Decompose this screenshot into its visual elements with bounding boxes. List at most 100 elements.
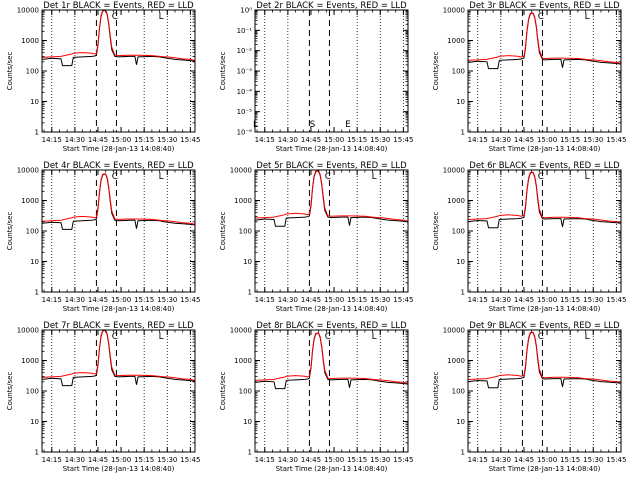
x-tick-label: 15:30: [370, 296, 390, 304]
time-marker-label: L: [372, 332, 377, 342]
time-marker-label: L: [159, 12, 164, 22]
y-tick-label: 1000: [21, 197, 39, 205]
x-tick-label: 14:45: [514, 456, 534, 464]
x-axis-label: Start Time (28-Jan-13 14:08:40): [276, 145, 388, 153]
panel-title: Det 1r BLACK = Events, RED = LLD: [43, 1, 194, 11]
y-axis-label: Counts/sec: [219, 212, 227, 251]
x-tick-label: 15:30: [157, 456, 177, 464]
x-tick-label: 14:45: [88, 296, 108, 304]
y-tick-label: 10⁻⁶: [237, 129, 253, 137]
x-tick-label: 15:30: [370, 136, 390, 144]
y-tick-label: 10: [456, 258, 465, 266]
x-tick-label: 15:00: [111, 456, 131, 464]
panel-title: Det 9r BLACK = Events, RED = LLD: [469, 321, 620, 331]
x-tick-label: 15:30: [583, 136, 603, 144]
time-marker-label: L: [372, 172, 377, 182]
panel-title: Det 5r BLACK = Events, RED = LLD: [256, 161, 407, 171]
x-tick-label: 14:45: [301, 296, 321, 304]
y-tick-label: 10000: [17, 7, 39, 15]
x-axis-label: Start Time (28-Jan-13 14:08:40): [276, 465, 388, 473]
y-tick-label: 100: [239, 388, 252, 396]
time-marker-label: L: [159, 172, 164, 182]
y-tick-label: 10000: [443, 7, 465, 15]
x-tick-label: 15:15: [560, 136, 580, 144]
x-tick-label: 15:00: [324, 296, 344, 304]
lld-series-line: [468, 331, 622, 384]
y-tick-label: 10000: [443, 167, 465, 175]
x-tick-label: 14:15: [42, 456, 62, 464]
x-tick-label: 14:45: [514, 296, 534, 304]
lld-series-line: [255, 332, 409, 384]
lld-series-line: [255, 170, 409, 222]
time-marker-label: L: [585, 12, 590, 22]
x-tick-label: 15:30: [583, 296, 603, 304]
x-axis-label: Start Time (28-Jan-13 14:08:40): [63, 145, 175, 153]
x-tick-label: 14:15: [255, 456, 275, 464]
y-tick-label: 100: [452, 228, 465, 236]
x-tick-label: 15:15: [347, 456, 367, 464]
time-marker-label: C: [112, 172, 118, 182]
y-tick-label: 10⁻²: [237, 47, 253, 55]
panel-title: Det 8r BLACK = Events, RED = LLD: [256, 321, 407, 331]
x-tick-label: 15:15: [347, 296, 367, 304]
y-tick-label: 1: [35, 449, 39, 457]
x-tick-label: 14:30: [278, 136, 298, 144]
x-tick-label: 15:45: [606, 296, 626, 304]
x-tick-label: 15:15: [134, 456, 154, 464]
x-tick-label: 14:45: [301, 136, 321, 144]
x-axis-label: Start Time (28-Jan-13 14:08:40): [489, 145, 601, 153]
y-tick-label: 100: [452, 388, 465, 396]
y-tick-label: 10000: [17, 327, 39, 335]
y-tick-label: 1: [461, 289, 465, 297]
y-tick-label: 10⁻⁵: [237, 108, 253, 116]
x-tick-label: 15:15: [560, 296, 580, 304]
y-tick-label: 1000: [234, 357, 252, 365]
y-axis-label: Counts/sec: [219, 372, 227, 411]
time-marker-label: L: [585, 172, 590, 182]
x-tick-label: 14:15: [255, 296, 275, 304]
x-tick-label: 15:30: [157, 296, 177, 304]
x-tick-label: 14:30: [65, 456, 85, 464]
x-tick-label: 15:15: [560, 456, 580, 464]
x-tick-label: 15:30: [157, 136, 177, 144]
y-tick-label: 1000: [447, 197, 465, 205]
panel-title: Det 6r BLACK = Events, RED = LLD: [469, 161, 620, 171]
y-tick-label: 1000: [447, 357, 465, 365]
x-tick-label: 15:45: [180, 296, 200, 304]
x-tick-label: 14:30: [278, 296, 298, 304]
y-tick-label: 10: [30, 258, 39, 266]
lld-series-line: [42, 329, 196, 382]
time-marker-label: C: [538, 12, 544, 22]
y-tick-label: 1000: [21, 37, 39, 45]
panel-title: Det 4r BLACK = Events, RED = LLD: [43, 161, 194, 171]
x-tick-label: 14:30: [491, 136, 511, 144]
y-tick-label: 10: [30, 98, 39, 106]
lld-series-line: [42, 9, 196, 62]
x-tick-label: 14:15: [468, 456, 488, 464]
y-tick-label: 1: [461, 449, 465, 457]
x-tick-label: 14:15: [255, 136, 275, 144]
x-tick-label: 15:45: [180, 136, 200, 144]
y-axis-label: Counts/sec: [432, 212, 440, 251]
y-axis-label: Counts/sec: [6, 52, 14, 91]
x-tick-label: 15:45: [606, 456, 626, 464]
time-marker-label: C: [112, 12, 118, 22]
y-tick-label: 1: [248, 449, 252, 457]
x-tick-label: 15:00: [324, 136, 344, 144]
y-tick-label: 1000: [447, 37, 465, 45]
x-tick-label: 14:30: [65, 296, 85, 304]
x-tick-label: 14:45: [88, 456, 108, 464]
y-tick-label: 1: [35, 129, 39, 137]
lld-series-line: [468, 12, 622, 64]
y-tick-label: 10⁻¹: [237, 27, 253, 35]
y-tick-label: 100: [26, 228, 39, 236]
lld-series-line: [42, 173, 196, 225]
x-tick-label: 15:15: [134, 296, 154, 304]
time-marker-label: C: [325, 172, 331, 182]
x-tick-label: 15:15: [134, 136, 154, 144]
x-tick-label: 15:45: [180, 456, 200, 464]
